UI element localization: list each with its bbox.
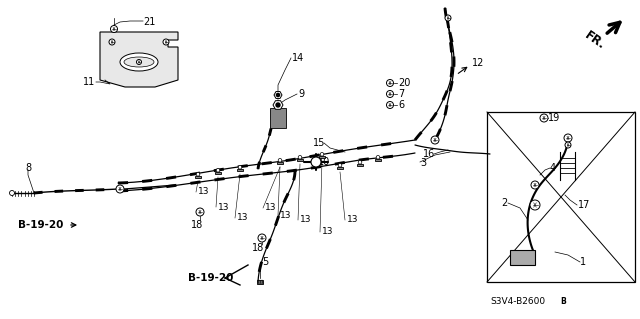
Bar [237,169,243,171]
Circle shape [10,190,15,196]
Text: 13: 13 [322,227,333,236]
Text: 12: 12 [472,58,484,68]
Circle shape [387,79,394,86]
Text: 6: 6 [398,100,404,110]
Text: 20: 20 [398,78,410,88]
Circle shape [338,163,342,167]
Bar [195,176,200,178]
Bar [376,159,381,161]
Circle shape [278,159,282,162]
Polygon shape [273,101,283,109]
Text: 17: 17 [578,200,590,210]
Text: 9: 9 [298,89,304,99]
Circle shape [276,93,280,97]
Text: 3: 3 [420,158,426,168]
Text: 11: 11 [83,77,95,87]
Circle shape [445,15,451,21]
Circle shape [298,155,302,159]
Circle shape [276,103,280,107]
Text: B-19-20: B-19-20 [188,273,234,283]
Bar [216,172,221,174]
Text: 10: 10 [318,157,330,167]
Text: 1: 1 [580,257,586,267]
Circle shape [163,39,169,45]
Circle shape [196,173,200,176]
Text: 16: 16 [423,149,435,159]
Text: 13: 13 [265,204,276,212]
Circle shape [358,160,362,164]
Text: 7: 7 [398,89,404,99]
Text: 21: 21 [143,17,156,27]
Circle shape [531,181,539,189]
Bar [319,156,324,158]
Circle shape [196,208,204,216]
Circle shape [311,157,321,167]
Circle shape [258,234,266,242]
Text: 18: 18 [191,220,203,230]
Text: 2: 2 [502,198,508,208]
Circle shape [540,114,548,122]
Circle shape [564,134,572,142]
Bar [510,250,535,265]
Circle shape [111,26,118,33]
Text: B: B [560,298,566,307]
Circle shape [376,155,380,159]
Circle shape [136,60,141,64]
Circle shape [387,101,394,108]
Bar [357,164,363,166]
Circle shape [387,91,394,98]
Text: 5: 5 [262,257,268,267]
Text: 13: 13 [347,216,358,225]
Ellipse shape [120,53,158,71]
Bar [298,159,303,161]
Text: 13: 13 [198,188,209,197]
Circle shape [565,142,571,148]
Bar [257,280,263,284]
Text: 14: 14 [292,53,304,63]
Text: 19: 19 [548,113,560,123]
Circle shape [320,152,324,156]
Circle shape [116,185,124,193]
Text: 18: 18 [252,243,264,253]
Bar [487,112,635,282]
Text: FR.: FR. [582,28,608,52]
Text: 13: 13 [300,216,312,225]
Text: 13: 13 [280,211,291,219]
Polygon shape [274,92,282,99]
Circle shape [431,136,439,144]
Circle shape [530,200,540,210]
Bar [270,108,286,128]
Text: 13: 13 [237,213,248,222]
Ellipse shape [124,57,154,67]
Text: 13: 13 [218,203,230,211]
Bar [337,167,342,169]
Text: 8: 8 [25,163,31,173]
Text: B-19-20: B-19-20 [18,220,63,230]
Text: 15: 15 [312,138,325,148]
Text: 4: 4 [550,163,556,173]
Bar [277,162,283,164]
Circle shape [216,168,220,172]
Polygon shape [100,32,178,87]
Circle shape [238,166,242,169]
Circle shape [109,39,115,45]
Text: S3V4-B2600: S3V4-B2600 [490,298,545,307]
